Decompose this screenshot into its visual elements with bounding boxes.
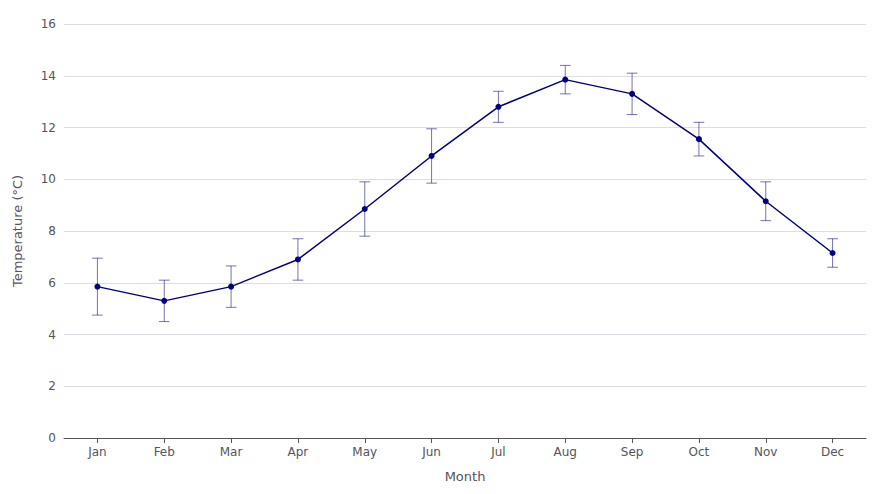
svg-text:12: 12 bbox=[41, 121, 56, 135]
svg-text:Jan: Jan bbox=[87, 445, 107, 459]
svg-text:Jun: Jun bbox=[421, 445, 441, 459]
svg-text:Apr: Apr bbox=[288, 445, 309, 459]
svg-text:Aug: Aug bbox=[554, 445, 577, 459]
svg-text:Jul: Jul bbox=[490, 445, 505, 459]
svg-text:0: 0 bbox=[48, 431, 56, 445]
svg-text:8: 8 bbox=[48, 224, 56, 238]
svg-text:Sep: Sep bbox=[621, 445, 644, 459]
svg-text:Month: Month bbox=[445, 469, 486, 484]
svg-text:Mar: Mar bbox=[220, 445, 243, 459]
svg-text:Temperature (°C): Temperature (°C) bbox=[10, 175, 25, 288]
svg-text:Dec: Dec bbox=[821, 445, 844, 459]
svg-text:4: 4 bbox=[48, 328, 56, 342]
svg-text:10: 10 bbox=[41, 172, 56, 186]
svg-text:May: May bbox=[352, 445, 377, 459]
svg-text:6: 6 bbox=[48, 276, 56, 290]
svg-text:2: 2 bbox=[48, 379, 56, 393]
svg-text:14: 14 bbox=[41, 69, 56, 83]
svg-text:Oct: Oct bbox=[689, 445, 710, 459]
svg-text:Nov: Nov bbox=[754, 445, 777, 459]
svg-text:16: 16 bbox=[41, 17, 56, 31]
svg-text:Feb: Feb bbox=[154, 445, 175, 459]
